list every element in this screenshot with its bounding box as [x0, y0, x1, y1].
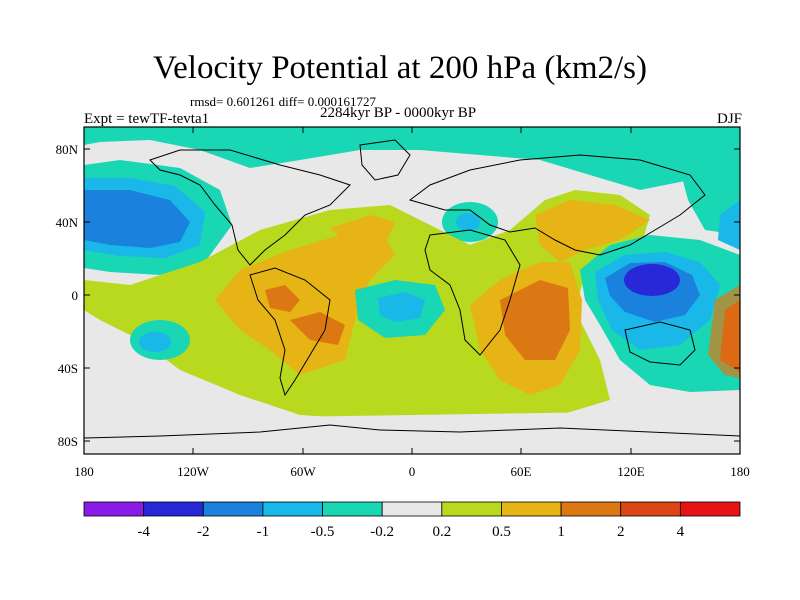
colorbar-label: 0.2 — [432, 524, 451, 540]
lat-tick-label: 80N — [56, 142, 79, 157]
colorbar-swatch — [83, 501, 145, 517]
colorbar-label: -4 — [137, 524, 150, 540]
colorbar-swatch — [441, 501, 502, 517]
coast-africa — [424, 229, 521, 356]
experiment-label: Expt = tewTF-tevta1 — [84, 111, 210, 127]
colorbar: -4 -2 -1 -0.5 -0.2 0.2 0.5 1 2 4 — [83, 501, 741, 540]
longitude-axis: 180 120W 60W 0 60E 120E 180 — [74, 127, 750, 479]
contour-spacific-darkorange — [708, 285, 740, 378]
contour-southern-neutral — [84, 410, 740, 454]
coast-antarctica — [84, 424, 740, 439]
colorbar-swatch — [262, 501, 323, 517]
lon-tick-label: 180 — [74, 464, 94, 479]
season-label: DJF — [716, 111, 742, 127]
colorbar-swatch — [620, 501, 681, 517]
colorbar-swatch — [679, 501, 741, 517]
lat-tick-label: 0 — [72, 288, 79, 303]
contour-samerica-orange — [215, 228, 395, 375]
colorbar-label: 1 — [557, 524, 565, 540]
contour-arabia-orange — [535, 200, 650, 262]
contour-indian-darkorange — [500, 280, 570, 360]
contour-samerica-darkorange — [265, 285, 300, 312]
lat-tick-label: 40S — [58, 361, 78, 376]
colorbar-label: -0.5 — [311, 524, 335, 540]
contour-northeast-edge-inner — [718, 200, 740, 250]
lat-tick-label: 40N — [56, 215, 79, 230]
lon-tick-label: 120W — [177, 464, 210, 479]
lon-tick-label: 180 — [730, 464, 750, 479]
coast-australia — [624, 321, 696, 366]
colorbar-swatch — [322, 501, 383, 517]
colorbar-label: -2 — [197, 524, 210, 540]
contour-npacific-inner — [84, 190, 190, 248]
coast-greenland — [359, 139, 411, 181]
coastlines — [84, 139, 740, 439]
colorbar-label: 2 — [617, 524, 625, 540]
period-label: 2284kyr BP - 0000kyr BP — [320, 105, 477, 121]
colorbar-label: -0.2 — [370, 524, 394, 540]
lon-tick-label: 60E — [511, 464, 532, 479]
contour-spacific-blue-inner — [139, 332, 171, 352]
colorbar-label: 4 — [677, 524, 685, 540]
contour-samerica-darkorange-2 — [290, 312, 345, 345]
contour-arctic — [84, 127, 740, 190]
coast-europe-asia — [408, 154, 706, 256]
contour-atlantic-blue-inner — [378, 292, 425, 322]
colorbar-label: -1 — [257, 524, 270, 540]
coast-south-america — [249, 267, 331, 397]
contour-atlantic-orange — [330, 215, 395, 250]
colorbar-swatch — [143, 501, 204, 517]
lon-tick-label: 120E — [617, 464, 645, 479]
latitude-axis: 80N 40N 0 40S 80S — [56, 142, 740, 449]
lat-tick-label: 80S — [58, 434, 78, 449]
contour-mediterranean-inner — [456, 213, 480, 231]
contour-northeast-edge — [678, 140, 740, 235]
map-title: Velocity Potential at 200 hPa (km2/s) — [152, 50, 648, 86]
colorbar-swatch — [501, 501, 562, 517]
coast-north-america — [149, 149, 351, 266]
colorbar-swatch — [202, 501, 264, 517]
colorbar-label: 0.5 — [492, 524, 511, 540]
lon-tick-label: 60W — [290, 464, 316, 479]
colorbar-swatch — [560, 501, 622, 517]
colorbar-swatch — [381, 501, 443, 517]
contour-wpacific-core — [624, 264, 680, 296]
stats-line: rmsd= 0.601261 diff= 0.000161727 — [190, 94, 376, 109]
lon-tick-label: 0 — [409, 464, 416, 479]
contour-fill — [84, 127, 740, 454]
